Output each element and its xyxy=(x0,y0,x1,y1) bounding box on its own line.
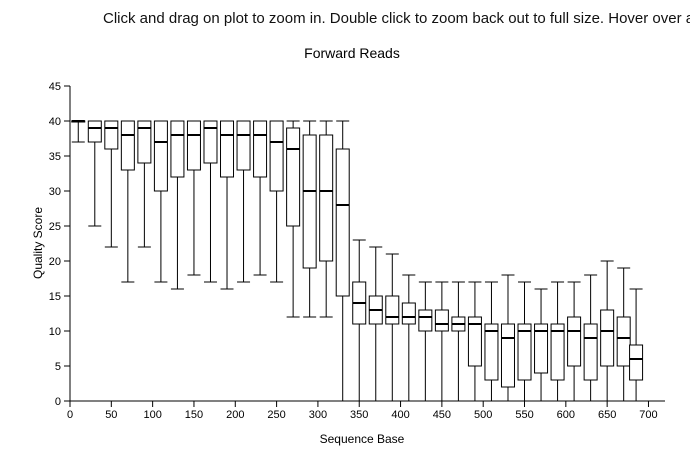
box xyxy=(583,323,598,381)
x-tick-label: 500 xyxy=(474,409,492,421)
x-tick-label: 200 xyxy=(226,409,244,421)
box xyxy=(467,316,482,367)
x-tick-label: 300 xyxy=(309,409,327,421)
y-tick-label: 40 xyxy=(49,116,61,128)
box xyxy=(253,120,268,178)
box xyxy=(186,120,201,171)
x-tick-label: 250 xyxy=(267,409,285,421)
box xyxy=(236,120,251,171)
x-tick-label: 650 xyxy=(598,409,616,421)
y-tick-label: 0 xyxy=(55,396,61,408)
y-axis-label: Quality Score xyxy=(31,207,45,279)
box xyxy=(203,120,218,164)
y-tick-label: 25 xyxy=(49,221,61,233)
instructions: Click and drag on plot to zoom in. Doubl… xyxy=(103,10,690,27)
x-tick-label: 350 xyxy=(350,409,368,421)
box xyxy=(418,309,433,332)
box xyxy=(302,134,317,269)
box xyxy=(319,134,334,262)
box xyxy=(534,323,549,374)
y-tick-label: 20 xyxy=(49,256,61,268)
x-tick-label: 100 xyxy=(143,409,161,421)
box xyxy=(170,120,185,178)
y-tick-label: 10 xyxy=(49,326,61,338)
y-tick-label: 15 xyxy=(49,291,61,303)
y-tick-label: 45 xyxy=(49,81,61,93)
box xyxy=(616,316,631,367)
x-tick-label: 150 xyxy=(185,409,203,421)
box xyxy=(600,309,615,367)
x-tick-label: 550 xyxy=(515,409,533,421)
y-tick-label: 35 xyxy=(49,151,61,163)
box xyxy=(517,323,532,381)
box xyxy=(120,120,135,171)
x-tick-label: 400 xyxy=(391,409,409,421)
y-tick-label: 5 xyxy=(55,361,61,373)
box xyxy=(567,316,582,367)
box xyxy=(484,323,499,381)
x-tick-label: 450 xyxy=(433,409,451,421)
box xyxy=(434,309,449,332)
x-tick-label: 700 xyxy=(639,409,657,421)
box xyxy=(500,323,515,388)
box xyxy=(335,148,350,297)
chart-title: Forward Reads xyxy=(304,45,400,61)
y-tick-label: 30 xyxy=(49,186,61,198)
box xyxy=(220,120,235,178)
x-tick-label: 600 xyxy=(557,409,575,421)
box xyxy=(401,302,416,325)
box xyxy=(629,344,644,381)
box xyxy=(385,295,400,325)
box xyxy=(87,120,102,143)
box xyxy=(269,120,284,192)
x-axis-label: Sequence Base xyxy=(320,432,405,446)
box xyxy=(104,120,119,150)
box xyxy=(137,120,152,164)
box xyxy=(286,127,301,227)
box xyxy=(550,323,565,381)
x-tick-label: 0 xyxy=(67,409,73,421)
box xyxy=(153,120,168,192)
x-tick-label: 50 xyxy=(105,409,117,421)
